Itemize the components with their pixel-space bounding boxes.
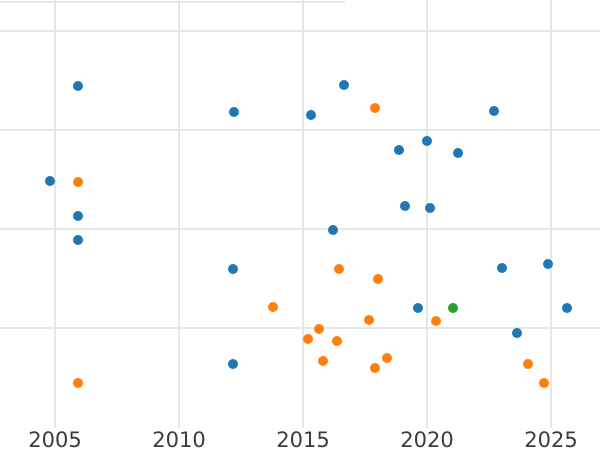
data-point-blue bbox=[228, 107, 239, 118]
horizontal-gridline bbox=[0, 327, 600, 329]
data-point-blue bbox=[228, 358, 239, 369]
horizontal-gridline bbox=[0, 30, 600, 32]
data-point-orange bbox=[372, 274, 383, 285]
x-tick-label: 2020 bbox=[400, 428, 454, 450]
data-point-blue bbox=[228, 263, 239, 274]
data-point-orange bbox=[523, 358, 534, 369]
data-point-blue bbox=[73, 234, 84, 245]
data-point-orange bbox=[318, 355, 329, 366]
data-point-blue bbox=[305, 110, 316, 121]
cropped-top-border bbox=[0, 1, 345, 3]
data-point-orange bbox=[382, 352, 393, 363]
vertical-gridline bbox=[550, 0, 552, 428]
vertical-gridline bbox=[302, 0, 304, 428]
data-point-orange bbox=[369, 362, 380, 373]
data-point-blue bbox=[45, 176, 56, 187]
data-point-orange bbox=[539, 378, 550, 389]
data-point-blue bbox=[562, 303, 573, 314]
x-tick-label: 2025 bbox=[524, 428, 578, 450]
data-point-orange bbox=[73, 378, 84, 389]
data-point-blue bbox=[73, 81, 84, 92]
data-point-blue bbox=[512, 327, 523, 338]
data-point-blue bbox=[543, 258, 554, 269]
data-point-orange bbox=[430, 316, 441, 327]
data-point-orange bbox=[73, 177, 84, 188]
x-tick-label: 2010 bbox=[152, 428, 206, 450]
data-point-blue bbox=[73, 211, 84, 222]
data-point-orange bbox=[333, 263, 344, 274]
data-point-blue bbox=[496, 262, 507, 273]
data-point-blue bbox=[413, 303, 424, 314]
vertical-gridline bbox=[54, 0, 56, 428]
vertical-gridline bbox=[178, 0, 180, 428]
data-point-blue bbox=[328, 224, 338, 235]
data-point-blue bbox=[453, 147, 463, 158]
data-point-blue bbox=[424, 203, 435, 214]
data-point-orange bbox=[314, 323, 325, 334]
data-point-orange bbox=[369, 103, 380, 114]
data-point-orange bbox=[267, 302, 278, 313]
data-point-orange bbox=[363, 315, 374, 326]
horizontal-gridline bbox=[0, 228, 600, 230]
x-tick-label: 2015 bbox=[276, 428, 330, 450]
data-point-blue bbox=[422, 135, 432, 146]
data-point-orange bbox=[331, 335, 342, 346]
data-point-blue bbox=[338, 80, 349, 91]
data-point-blue bbox=[488, 106, 499, 117]
data-point-blue bbox=[399, 201, 410, 212]
x-tick-label: 2005 bbox=[28, 428, 82, 450]
data-point-green bbox=[448, 303, 459, 314]
data-point-orange bbox=[302, 333, 313, 344]
horizontal-gridline bbox=[0, 129, 600, 131]
data-point-blue bbox=[393, 144, 404, 155]
vertical-gridline bbox=[426, 0, 428, 428]
